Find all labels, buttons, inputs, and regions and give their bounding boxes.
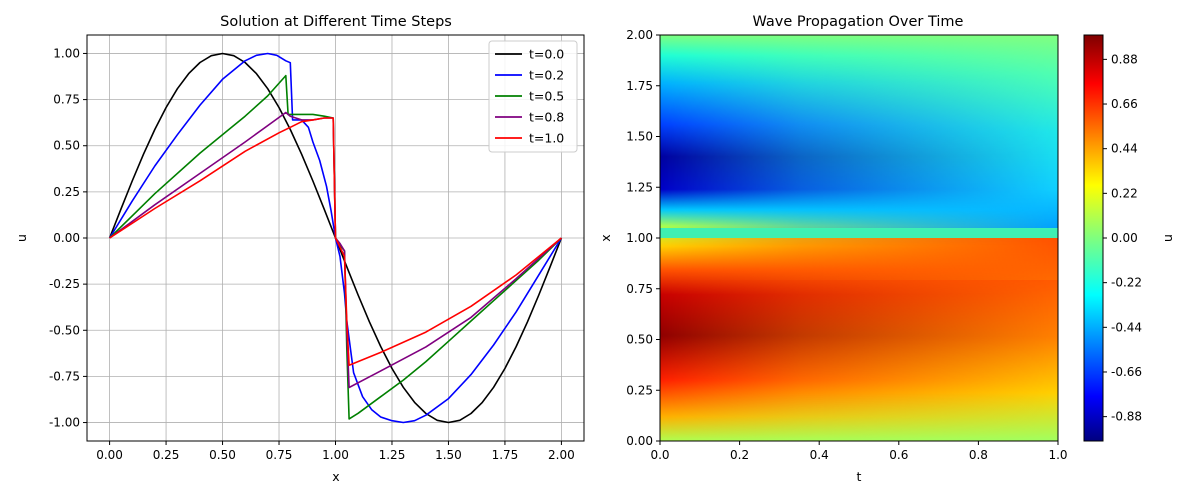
legend-label: t=1.0: [529, 131, 564, 146]
y-tick-label: 0.75: [53, 93, 80, 107]
y-tick-label: 2.00: [626, 28, 653, 42]
y-tick-label: 0.25: [53, 185, 80, 199]
legend: t=0.0 t=0.2 t=0.5 t=0.8 t=1.0: [488, 40, 578, 153]
y-tick-label: 0.50: [53, 139, 80, 153]
x-tick-label: 0.8: [969, 448, 988, 462]
x-axis-label: x: [332, 469, 339, 484]
series-line-t=0.2: [108, 52, 563, 424]
series-line-t=1.0: [109, 117, 562, 367]
x-tick-label: 0.50: [209, 448, 236, 462]
x-tick-label: 0.75: [266, 448, 293, 462]
line-chart-title: Solution at Different Time Steps: [220, 14, 452, 30]
legend-label: t=0.5: [529, 89, 564, 104]
colorbar-tick-label: 0.00: [1111, 231, 1138, 245]
y-tick-label: -0.25: [49, 277, 80, 291]
heatmap-chart: Wave Propagation Over Time: [598, 14, 1175, 484]
legend-label: t=0.8: [529, 110, 564, 125]
line-chart: Solution at Different Time Steps 0.00 0.2…: [14, 14, 585, 484]
colorbar-tick-label: -0.66: [1111, 365, 1142, 379]
y-ticks: -1.00 -0.75 -0.50 -0.25 0.00 0.25 0.50 0.75 1.00: [49, 46, 87, 430]
y-tick-label: 0.75: [626, 282, 653, 296]
x-tick-label: 0.4: [810, 448, 829, 462]
heatmap-y-axis-label: x: [598, 234, 613, 241]
y-tick-label: 0.00: [53, 231, 80, 245]
x-tick-label: 0.25: [153, 448, 180, 462]
x-tick-label: 2.00: [548, 448, 575, 462]
x-ticks: 0.0 0.2 0.4 0.6 0.8 1.0: [650, 441, 1068, 462]
colorbar-tick-label: 0.44: [1111, 142, 1138, 156]
colorbar-tick-label: 0.66: [1111, 97, 1138, 111]
y-tick-label: 0.25: [626, 383, 653, 397]
x-tick-label: 1.0: [1048, 448, 1067, 462]
heatmap-x-axis-label: t: [857, 469, 862, 484]
x-tick-label: 0.00: [96, 448, 123, 462]
legend-box: [488, 40, 578, 153]
legend-label: t=0.2: [529, 68, 564, 83]
y-ticks: 0.00 0.25 0.50 0.75 1.00 1.25 1.50 1.75 2.00: [626, 28, 660, 448]
y-tick-label: -0.50: [49, 323, 80, 337]
x-tick-label: 0.6: [889, 448, 908, 462]
y-tick-label: -1.00: [49, 416, 80, 430]
y-tick-label: 1.00: [626, 231, 653, 245]
colorbar-tick-label: 0.88: [1111, 52, 1138, 66]
x-tick-label: 1.25: [379, 448, 406, 462]
y-tick-label: 0.00: [626, 434, 653, 448]
colorbar: [1083, 34, 1104, 442]
y-tick-label: 0.50: [626, 333, 653, 347]
x-tick-label: 1.50: [435, 448, 462, 462]
x-tick-label: 1.00: [322, 448, 349, 462]
x-tick-label: 1.75: [492, 448, 519, 462]
y-tick-label: 1.75: [626, 79, 653, 93]
y-tick-label: 1.00: [53, 46, 80, 60]
colorbar-ticks: -0.88 -0.66 -0.44 -0.22 0.00 0.22 0.44 0.66 0.88: [1103, 52, 1142, 424]
colorbar-label: u: [1160, 234, 1175, 242]
heatmap-title: Wave Propagation Over Time: [753, 14, 964, 30]
y-tick-label: 1.50: [626, 130, 653, 144]
series-lines: [108, 52, 563, 424]
y-axis-label: u: [14, 234, 29, 242]
x-tick-label: 0.0: [650, 448, 669, 462]
x-ticks: 0.00 0.25 0.50 0.75 1.00 1.25 1.50 1.75 2.00: [96, 441, 575, 462]
legend-label: t=0.0: [529, 47, 564, 62]
colorbar-tick-label: -0.44: [1111, 320, 1142, 334]
heatmap-field: [660, 35, 1058, 441]
x-tick-label: 0.2: [730, 448, 749, 462]
y-tick-label: -0.75: [49, 369, 80, 383]
y-tick-label: 1.25: [626, 180, 653, 194]
colorbar-tick-label: 0.22: [1111, 186, 1138, 200]
colorbar-tick-label: -0.88: [1111, 410, 1142, 424]
colorbar-tick-label: -0.22: [1111, 276, 1142, 290]
